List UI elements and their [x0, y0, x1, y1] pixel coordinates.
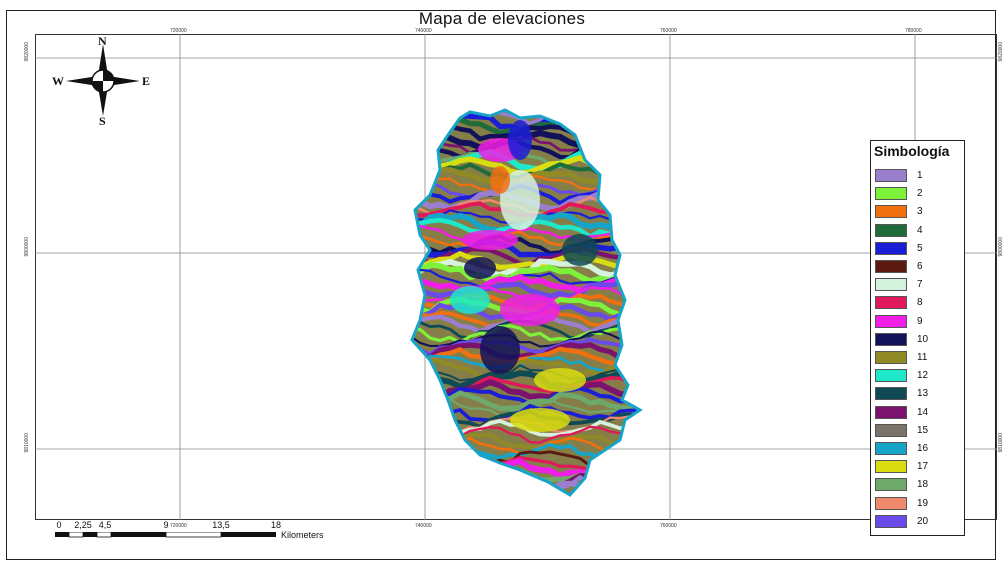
legend-label: 17: [917, 461, 929, 473]
legend-swatch: [875, 387, 907, 401]
scale-bar: 0 2,25 4,5 9 13,5 18 Kilometers: [55, 520, 355, 544]
scale-tick-label: 18: [270, 520, 282, 530]
legend-label: 9: [917, 315, 923, 327]
elevation-contour: [412, 279, 640, 300]
compass-north-label: N: [98, 34, 107, 48]
elevation-patch: [510, 408, 570, 432]
legend-swatch: [875, 332, 907, 346]
legend-swatch: [875, 442, 907, 455]
legend-label: 18: [917, 479, 929, 491]
legend-swatch: [875, 351, 907, 364]
elevation-contour: [412, 324, 640, 345]
compass-west-label: W: [52, 74, 64, 88]
elevation-contour: [412, 480, 640, 495]
coord-right-3: 9810000: [998, 433, 1004, 453]
coord-left-2: 9800000: [24, 237, 30, 257]
coord-left-1: 9820000: [24, 42, 30, 62]
legend-swatch: [875, 423, 907, 437]
elevation-patch: [534, 368, 586, 392]
basin-outline: [410, 108, 643, 497]
legend-swatch: [875, 369, 907, 383]
elevation-contour: [412, 250, 640, 273]
legend-swatch: [875, 460, 907, 474]
legend-label: 12: [917, 370, 929, 382]
elevation-patch: [500, 294, 560, 326]
legend-label: 3: [917, 206, 923, 218]
scale-unit: Kilometers: [281, 530, 324, 540]
legend-label: 4: [917, 224, 923, 236]
compass-south-label: S: [99, 114, 106, 128]
coord-top-1: 720000: [170, 28, 187, 34]
legend-swatch: [875, 169, 907, 182]
legend-label: 2: [917, 188, 923, 200]
elevation-patch: [500, 170, 540, 230]
legend-label: 6: [917, 261, 923, 272]
coord-left-3: 9810000: [24, 433, 30, 453]
legend-swatch: [875, 296, 907, 310]
elevation-patch: [480, 326, 520, 374]
scale-bar-graphic: [55, 532, 276, 538]
legend-swatch: [875, 187, 907, 201]
legend-label: 7: [917, 279, 923, 291]
coord-right-2: 9800000: [998, 237, 1004, 257]
coord-top-3: 760000: [660, 28, 677, 34]
map-data-frame: [35, 34, 997, 520]
elevation-contour: [412, 474, 640, 495]
scale-tick-label: 0: [56, 520, 62, 530]
legend-swatch: [875, 314, 907, 328]
coord-bottom-1: 720000: [170, 523, 187, 529]
map-title: Mapa de elevaciones: [418, 9, 586, 28]
elevation-contour: [412, 230, 640, 249]
elevation-patch: [450, 286, 490, 314]
elevation-contour: [412, 357, 640, 379]
legend-label: 19: [917, 497, 929, 509]
elevation-contour: [412, 468, 640, 491]
scale-tick-label: 9: [163, 520, 169, 530]
legend-label: 1: [917, 170, 923, 181]
legend: Simbología 1 2 3 4 5 6 7 8 9 10 11 12 13 14 15 16 17 18 19…: [870, 140, 965, 536]
compass-east-label: E: [142, 74, 151, 88]
legend-label: 16: [917, 443, 929, 454]
legend-swatch: [875, 514, 907, 528]
scale-tick-label: 2,25: [74, 520, 92, 530]
legend-label: 5: [917, 242, 923, 254]
scale-tick-label: 4,5: [98, 520, 112, 530]
legend-label: 11: [917, 352, 928, 363]
elevation-contour: [412, 330, 640, 348]
legend-label: 20: [917, 515, 929, 527]
legend-swatch: [875, 205, 907, 219]
legend-label: 10: [917, 333, 929, 345]
elevation-patch: [490, 166, 510, 194]
north-arrow: N S E W: [52, 34, 162, 128]
elevation-patch: [462, 230, 518, 250]
legend-swatch: [875, 478, 907, 492]
elevation-contour: [412, 346, 640, 367]
coord-bottom-2: 740000: [415, 523, 432, 529]
legend-label: 13: [917, 388, 929, 400]
legend-label: 14: [917, 406, 929, 418]
legend-swatch: [875, 241, 907, 255]
legend-swatch: [875, 278, 907, 292]
legend-swatch: [875, 405, 907, 419]
coord-bottom-3: 760000: [660, 523, 677, 529]
scale-tick-label: 13,5: [212, 520, 230, 530]
coord-right-1: 9820000: [998, 42, 1004, 62]
coord-top-2: 740000: [415, 28, 432, 34]
legend-title: Simbología: [874, 143, 950, 159]
legend-swatch: [875, 496, 907, 510]
elevation-contour: [412, 110, 640, 115]
elevation-patch: [464, 257, 496, 279]
legend-swatch: [875, 223, 907, 237]
legend-label: 15: [917, 424, 929, 436]
compass-rose-icon: [66, 44, 140, 116]
legend-label: 8: [917, 297, 923, 309]
legend-swatch: [875, 260, 907, 273]
elevation-patch: [562, 234, 598, 266]
elevation-contour: [412, 234, 640, 256]
elevation-contour: [412, 239, 640, 260]
coord-top-4: 780000: [905, 28, 922, 34]
elevation-patch: [508, 120, 532, 160]
